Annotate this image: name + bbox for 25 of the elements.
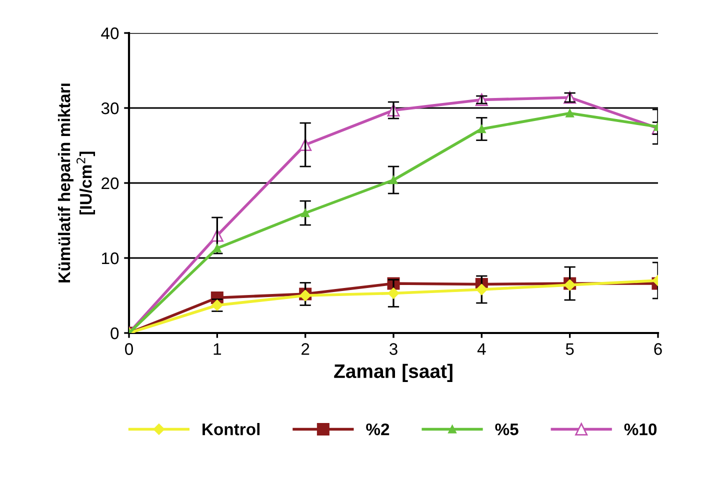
x-tick-label: 2 <box>302 343 310 355</box>
legend-label: %10 <box>624 423 657 436</box>
legend-label: %2 <box>366 423 390 436</box>
y-tick-label: 0 <box>110 327 119 340</box>
y-tick-label: 10 <box>102 252 119 264</box>
point <box>476 284 488 296</box>
point <box>301 208 310 218</box>
y-tick-label: 30 <box>101 102 119 114</box>
legend-label: Kontrol <box>202 423 260 436</box>
y-tick-label: 40 <box>101 27 119 40</box>
y-tick-label: 20 <box>102 177 119 190</box>
x-tick-label: 5 <box>566 343 574 355</box>
x-tick-label: 6 <box>654 343 662 355</box>
point <box>213 244 222 252</box>
legend-label: %5 <box>495 423 518 436</box>
point <box>478 124 486 134</box>
y-axis-title: Kümülatif heparin miktarı [IU/cm$^{2}$] <box>58 84 96 282</box>
x-tick-label: 3 <box>390 343 398 355</box>
x-tick-label: 1 <box>214 343 221 355</box>
point <box>566 109 574 118</box>
x-axis-title: Zaman [saat] <box>334 364 452 382</box>
point <box>389 176 398 184</box>
x-tick-label: 0 <box>125 343 133 355</box>
point <box>388 288 400 299</box>
x-tick-label: 4 <box>477 343 486 355</box>
